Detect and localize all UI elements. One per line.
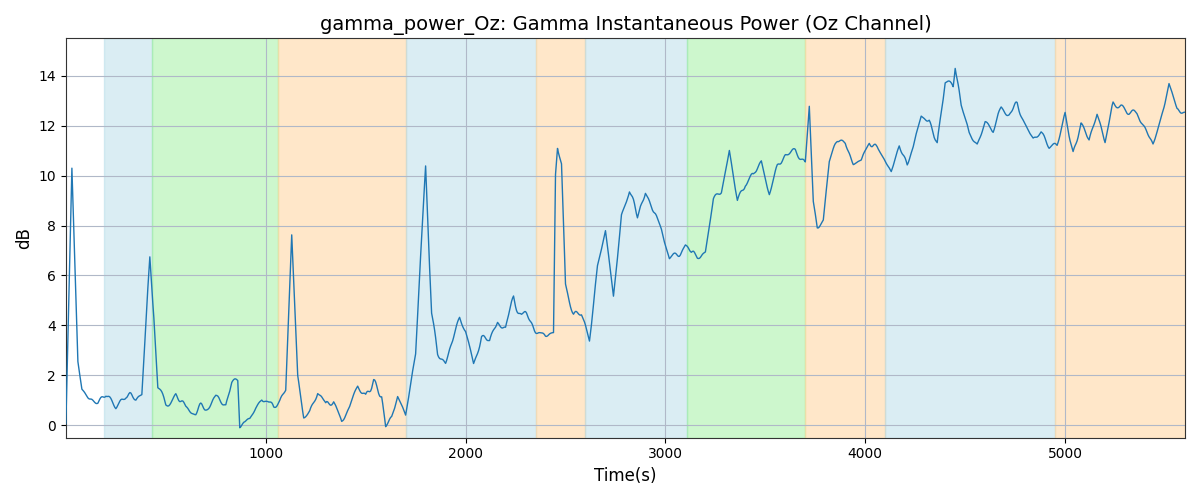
Bar	[886, 38, 1055, 438]
Bar	[688, 38, 805, 438]
Title: gamma_power_Oz: Gamma Instantaneous Power (Oz Channel): gamma_power_Oz: Gamma Instantaneous Powe…	[319, 15, 931, 35]
Bar	[406, 38, 535, 438]
Y-axis label: dB: dB	[16, 227, 34, 249]
Bar	[152, 38, 277, 438]
Bar	[805, 38, 886, 438]
Bar	[535, 38, 586, 438]
Bar	[1055, 38, 1186, 438]
X-axis label: Time(s): Time(s)	[594, 467, 656, 485]
Bar	[104, 38, 152, 438]
Bar	[277, 38, 406, 438]
Bar	[586, 38, 688, 438]
